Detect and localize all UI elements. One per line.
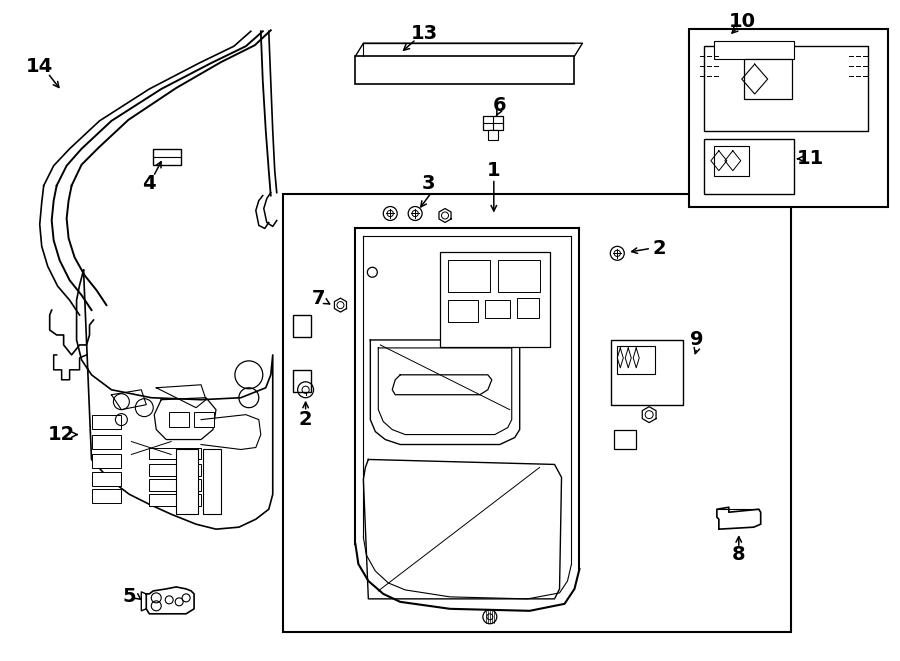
Bar <box>149 447 201 459</box>
Bar <box>92 473 122 486</box>
Bar <box>714 41 794 59</box>
Bar <box>714 146 749 176</box>
Bar <box>283 194 790 632</box>
Text: 10: 10 <box>729 12 756 31</box>
Bar <box>92 414 122 428</box>
Bar <box>448 260 490 292</box>
Bar <box>194 412 214 426</box>
Bar <box>203 449 221 514</box>
Bar <box>153 149 181 165</box>
Bar <box>517 298 538 318</box>
Text: 1: 1 <box>487 161 500 180</box>
Bar <box>176 449 198 514</box>
Bar <box>292 370 310 392</box>
Bar <box>169 412 189 426</box>
Bar <box>92 434 122 449</box>
Text: 3: 3 <box>421 174 435 193</box>
Bar <box>704 139 794 194</box>
Bar <box>292 315 310 337</box>
Bar <box>617 346 655 374</box>
Text: 8: 8 <box>732 545 745 564</box>
Bar <box>689 29 888 206</box>
Text: 14: 14 <box>26 57 53 75</box>
Bar <box>743 59 792 99</box>
Bar <box>611 340 683 405</box>
Bar <box>483 116 503 130</box>
Text: 11: 11 <box>796 149 824 169</box>
Text: 2: 2 <box>652 239 666 258</box>
Text: 2: 2 <box>299 410 312 429</box>
Text: 5: 5 <box>122 588 136 606</box>
Text: 13: 13 <box>410 24 437 43</box>
Bar <box>615 430 636 449</box>
Bar <box>488 130 498 140</box>
Bar <box>498 260 540 292</box>
Bar <box>356 56 574 84</box>
Text: 6: 6 <box>493 97 507 116</box>
Text: 7: 7 <box>311 289 325 307</box>
Bar <box>92 455 122 469</box>
Bar <box>149 494 201 506</box>
Text: 4: 4 <box>142 174 156 193</box>
Bar <box>440 253 550 347</box>
Bar <box>92 489 122 503</box>
Bar <box>448 300 478 322</box>
Bar <box>149 479 201 491</box>
Text: 9: 9 <box>690 330 704 350</box>
Text: 12: 12 <box>48 425 76 444</box>
Bar <box>149 465 201 477</box>
Bar <box>485 300 509 318</box>
Bar <box>704 46 868 131</box>
